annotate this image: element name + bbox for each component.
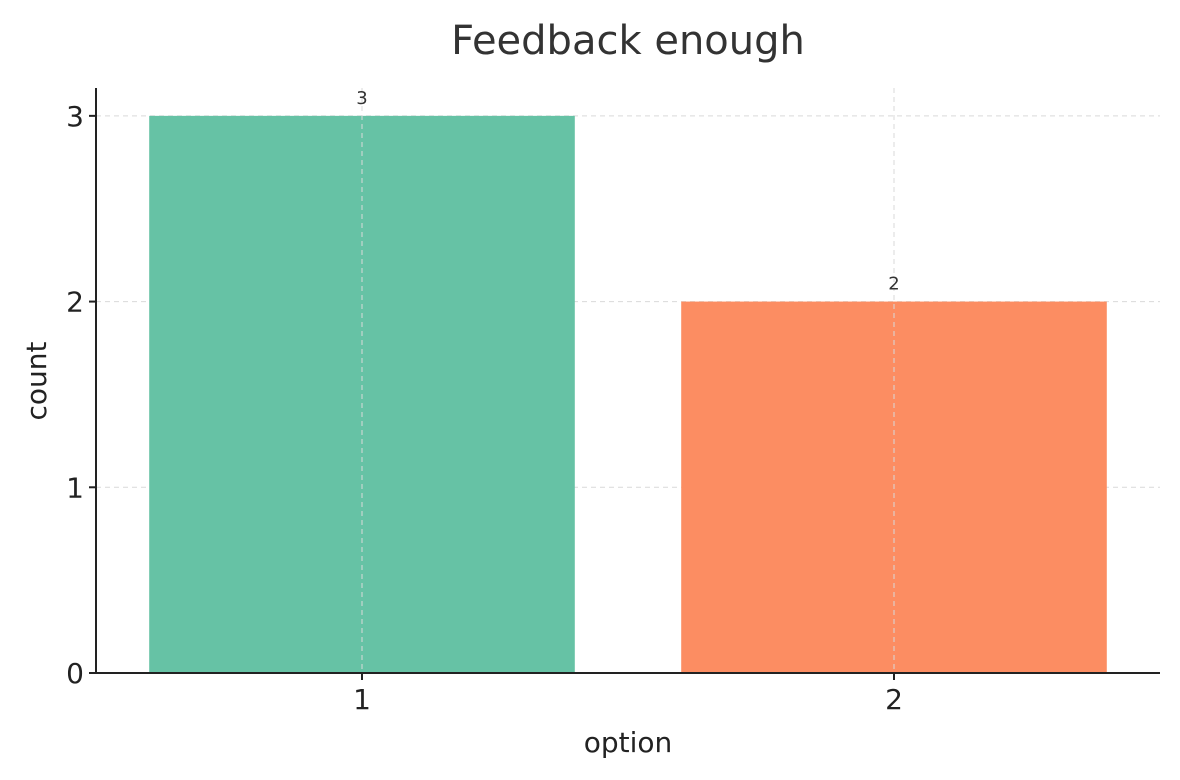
- data-label: 2: [888, 274, 899, 295]
- x-tick-label: 2: [885, 683, 903, 716]
- axes-layer: [95, 88, 1160, 674]
- x-grid-layer: [361, 88, 895, 673]
- data-labels-layer: 32: [356, 88, 899, 295]
- x-tick-label: 1: [353, 683, 371, 716]
- ticks-layer: 0 1 2 3 1 2: [66, 100, 903, 716]
- y-tick-label: 2: [66, 286, 84, 319]
- y-tick-label: 1: [66, 471, 84, 504]
- y-axis-label: count: [20, 341, 53, 420]
- bars-layer: [149, 115, 1107, 674]
- data-label: 3: [356, 88, 367, 109]
- chart-title: Feedback enough: [451, 18, 805, 64]
- y-tick-label: 0: [66, 657, 84, 690]
- y-tick-label: 3: [66, 100, 84, 133]
- x-axis-label: option: [584, 726, 673, 759]
